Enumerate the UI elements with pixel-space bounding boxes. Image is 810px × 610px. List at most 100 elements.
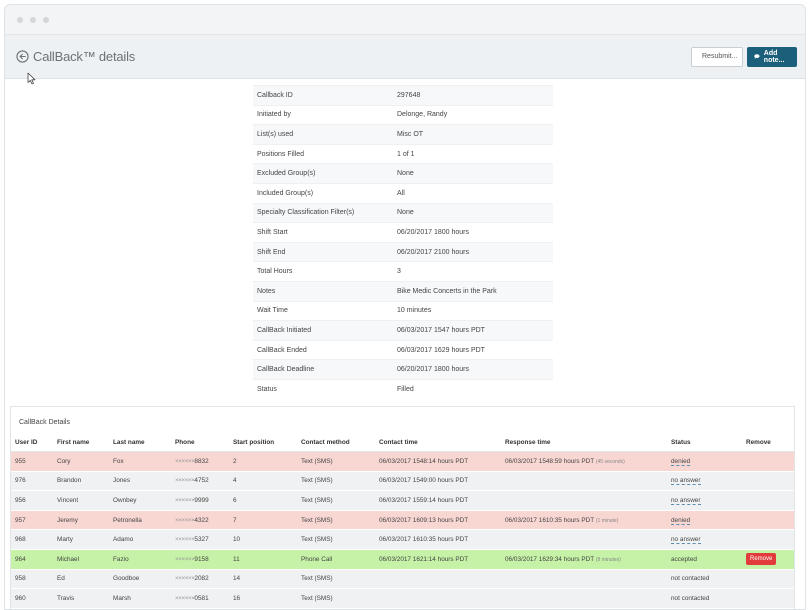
column-header[interactable]: Response time (501, 433, 667, 452)
phone-last-digits: 5327 (194, 536, 209, 544)
contact-time-cell: 06/03/2017 1609:13 hours PDT (375, 510, 501, 531)
contact-time-cell: 06/03/2017 1621:14 hours PDT (375, 549, 501, 570)
contact-method-cell: Text (SMS) (297, 510, 375, 531)
start-position-cell: 10 (229, 529, 297, 550)
detail-value: 1 of 1 (393, 143, 553, 164)
phone-cell: ××××××2082 (171, 569, 229, 590)
detail-row: Shift End 06/20/2017 2100 hours (253, 241, 553, 262)
remove-cell (742, 490, 794, 511)
first-name-cell: Vincent (53, 490, 109, 511)
detail-value: Filled (393, 378, 553, 399)
callback-details-table: User ID First name Last name Phone Start… (11, 433, 794, 609)
column-header[interactable]: Contact time (375, 433, 501, 452)
column-header[interactable]: Last name (109, 433, 171, 452)
table-row[interactable]: 964 Michael Fazio ××××××9158 11 Phone Call 06/… (11, 549, 794, 570)
detail-label: Initiated by (253, 104, 393, 125)
phone-mask: ×××××× (175, 536, 195, 544)
phone-cell: ××××××9158 (171, 549, 229, 570)
table-row[interactable]: 968 Marty Adamo ××××××5327 10 Text (SMS) 06/03… (11, 529, 794, 550)
table-row[interactable]: 955 Cory Fox ××××××8832 2 Text (SMS) 06/03/201… (11, 451, 794, 472)
detail-row: Status Filled (253, 378, 553, 399)
phone-mask: ×××××× (175, 594, 195, 602)
detail-value: All (393, 182, 553, 204)
back-arrow-icon[interactable] (15, 50, 29, 64)
response-time-cell: 06/03/2017 1629:34 hours PDT (8 minutes) (501, 549, 667, 570)
status-text[interactable]: denied (671, 457, 691, 466)
column-header[interactable]: Contact method (297, 433, 375, 452)
last-name-cell: Marsh (109, 588, 171, 609)
response-time: 06/03/2017 1610:35 hours PDT (505, 516, 595, 524)
response-time-cell (501, 471, 667, 492)
remove-button[interactable]: Remove (746, 553, 777, 566)
detail-row: Positions Filled 1 of 1 (253, 143, 553, 164)
status-text[interactable]: no answer (671, 536, 701, 545)
phone-mask: ×××××× (175, 575, 195, 583)
detail-value: Misc OT (393, 124, 553, 145)
start-position-cell: 11 (229, 549, 297, 570)
window-titlebar (5, 5, 805, 35)
phone-cell: ××××××0581 (171, 588, 229, 609)
last-name-cell: Fox (109, 451, 171, 472)
detail-label: Total Hours (253, 261, 393, 282)
last-name-cell: Goodboe (109, 569, 171, 590)
start-position-cell: 14 (229, 569, 297, 590)
table-row[interactable]: 958 Ed Goodboe ××××××2082 14 Text (SMS) not c… (11, 569, 794, 590)
remove-cell: Remove (742, 549, 794, 570)
detail-row: Shift Start 06/20/2017 1800 hours (253, 222, 553, 243)
table-row[interactable]: 976 Brandon Jones ××××××4752 4 Text (SMS) 06/0… (11, 471, 794, 492)
table-row[interactable]: 957 Jeremy Petronella ××××××4322 7 Text (SMS)… (11, 510, 794, 531)
contact-time-cell (375, 569, 501, 590)
detail-value: 06/20/2017 1800 hours (393, 222, 553, 243)
phone-last-digits: 4752 (194, 477, 209, 485)
resubmit-button[interactable]: Resubmit... (691, 46, 743, 67)
status-text[interactable]: no answer (671, 477, 701, 486)
status-cell: denied (667, 451, 742, 472)
status-cell: no answer (667, 471, 742, 492)
contact-time-cell: 06/03/2017 1559:14 hours PDT (375, 490, 501, 511)
remove-cell (742, 569, 794, 590)
remove-cell (742, 471, 794, 492)
column-header[interactable]: First name (53, 433, 109, 452)
status-text[interactable]: no answer (671, 496, 701, 505)
status-text[interactable]: denied (671, 516, 691, 525)
add-note-button[interactable]: Add note... (747, 46, 797, 67)
column-header[interactable]: Status (667, 433, 742, 452)
contact-method-cell: Text (SMS) (297, 490, 375, 511)
first-name-cell: Brandon (53, 471, 109, 492)
table-row[interactable]: 956 Vincent Ownbey ××××××9999 6 Text (SMS) 06/… (11, 490, 794, 511)
detail-value: 06/20/2017 1800 hours (393, 359, 553, 380)
detail-row: Total Hours 3 (253, 261, 553, 282)
last-name-cell: Adamo (109, 529, 171, 550)
table-row[interactable]: 960 Travis Marsh ××××××0581 16 Text (SMS) not… (11, 588, 794, 609)
mouse-cursor-icon (27, 72, 36, 85)
column-header[interactable]: Phone (171, 433, 229, 452)
contact-method-cell: Text (SMS) (297, 529, 375, 550)
user-id-cell: 955 (11, 451, 53, 472)
window-minimize-dot[interactable] (30, 16, 36, 23)
detail-row: Notes Bike Medic Concerts in the Park (253, 280, 553, 302)
contact-method-cell: Phone Call (297, 549, 375, 570)
response-duration: (1 minute) (595, 517, 619, 524)
response-time-cell (501, 588, 667, 609)
detail-value: 06/03/2017 1547 hours PDT (393, 320, 553, 341)
response-time: 06/03/2017 1548:59 hours PDT (505, 457, 595, 465)
detail-value: Bike Medic Concerts in the Park (393, 280, 553, 302)
response-time-cell (501, 569, 667, 590)
status-text: accepted (671, 555, 697, 563)
window-close-dot[interactable] (17, 16, 23, 23)
user-id-cell: 964 (11, 549, 53, 570)
detail-row: Excluded Group(s) None (253, 163, 553, 184)
column-header: Remove (742, 433, 794, 452)
column-header[interactable]: Start position (229, 433, 297, 452)
detail-label: Shift End (253, 241, 393, 262)
window-maximize-dot[interactable] (43, 16, 49, 23)
contact-method-cell: Text (SMS) (297, 588, 375, 609)
column-header[interactable]: User ID (11, 433, 53, 452)
status-cell: no answer (667, 490, 742, 511)
detail-value: None (393, 202, 553, 223)
detail-row: CallBack Initiated 06/03/2017 1547 hours … (253, 320, 553, 341)
status-text: not contacted (671, 575, 710, 583)
response-time-cell: 06/03/2017 1610:35 hours PDT (1 minute) (501, 510, 667, 531)
remove-cell (742, 451, 794, 472)
response-time-cell (501, 490, 667, 511)
